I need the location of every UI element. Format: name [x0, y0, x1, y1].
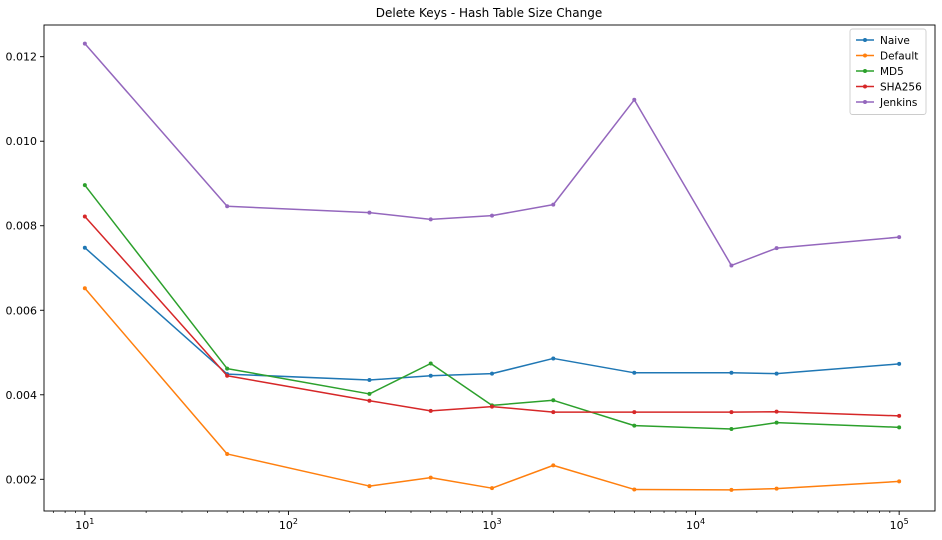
data-point: [367, 377, 372, 382]
data-point: [897, 235, 902, 240]
y-tick-label: 0.006: [6, 304, 38, 317]
data-point: [490, 371, 495, 376]
data-point: [428, 361, 433, 366]
data-point: [897, 413, 902, 418]
data-point: [428, 408, 433, 413]
plot-frame: [43, 24, 936, 512]
data-point: [729, 427, 734, 432]
x-tick-base: 10: [75, 519, 89, 532]
legend-entry: SHA256: [856, 81, 922, 93]
series-default: [82, 286, 902, 492]
data-point: [367, 210, 372, 215]
legend-entry: MD5: [856, 66, 904, 78]
data-point: [225, 373, 230, 378]
data-point: [551, 398, 556, 403]
legend-marker: [863, 84, 867, 89]
data-point: [729, 263, 734, 268]
series-line: [84, 184, 900, 430]
legend-marker: [863, 38, 867, 42]
series-md5: [82, 183, 902, 432]
data-point: [490, 404, 495, 409]
data-point: [551, 463, 556, 468]
data-point: [225, 366, 230, 371]
legend-label: Naive: [880, 35, 910, 47]
data-point: [897, 425, 902, 430]
data-point: [428, 475, 433, 480]
data-point: [774, 409, 779, 414]
data-point: [897, 361, 902, 366]
x-tick-label: 104: [686, 517, 705, 532]
series-line: [84, 43, 900, 267]
legend-label: SHA256: [880, 81, 922, 93]
chart-title: Delete Keys - Hash Table Size Change: [376, 6, 603, 20]
x-tick-exponent: 5: [904, 517, 909, 526]
data-point: [632, 423, 637, 428]
y-tick-label: 0.004: [6, 389, 38, 402]
x-tick-exponent: 1: [89, 517, 94, 526]
legend-label: Default: [880, 50, 918, 62]
data-point: [774, 371, 779, 376]
y-tick-label: 0.010: [6, 135, 38, 148]
y-tick-label: 0.012: [6, 51, 38, 64]
data-point: [632, 487, 637, 492]
data-point: [367, 391, 372, 396]
data-point: [632, 410, 637, 415]
legend-entry: Default: [856, 50, 918, 62]
data-point: [774, 486, 779, 491]
data-point: [490, 213, 495, 218]
data-point: [225, 451, 230, 456]
legend-marker: [863, 69, 867, 73]
legend-entry: Jenkins: [856, 97, 917, 109]
data-point: [428, 217, 433, 222]
x-tick-label: 101: [75, 517, 94, 532]
data-point: [490, 486, 495, 491]
x-tick-base: 10: [482, 519, 496, 532]
data-point: [82, 245, 87, 250]
data-point: [82, 214, 87, 219]
x-tick-base: 10: [686, 519, 700, 532]
legend-label: Jenkins: [879, 97, 917, 109]
series-line: [84, 247, 900, 381]
data-point: [729, 370, 734, 375]
series-sha256: [82, 214, 902, 418]
series-line: [84, 287, 900, 491]
data-point: [632, 370, 637, 375]
series-naive: [82, 245, 902, 382]
data-point: [428, 373, 433, 378]
x-tick-exponent: 3: [496, 517, 501, 526]
x-tick-exponent: 4: [700, 517, 705, 526]
legend-entry: Naive: [856, 35, 910, 47]
data-point: [551, 202, 556, 207]
data-point: [729, 487, 734, 492]
data-point: [774, 420, 779, 425]
x-tick-label: 103: [482, 517, 501, 532]
data-point: [632, 97, 637, 102]
data-point: [225, 204, 230, 209]
x-tick-label: 105: [890, 517, 909, 532]
y-tick-label: 0.008: [6, 220, 38, 233]
data-point: [367, 398, 372, 403]
data-point: [82, 286, 87, 291]
data-point: [774, 246, 779, 251]
legend-marker: [863, 100, 867, 104]
data-point: [551, 356, 556, 361]
x-tick-exponent: 2: [293, 517, 298, 526]
legend-label: MD5: [880, 66, 904, 78]
series-line: [84, 215, 900, 417]
data-point: [551, 410, 556, 415]
data-point: [367, 484, 372, 489]
x-tick-label: 102: [279, 517, 298, 532]
series-jenkins: [82, 41, 902, 268]
legend-box: [849, 28, 927, 115]
data-point: [897, 479, 902, 484]
x-tick-base: 10: [890, 519, 904, 532]
x-tick-base: 10: [279, 519, 293, 532]
legend-marker: [863, 53, 867, 58]
data-point: [82, 183, 87, 188]
data-point: [82, 41, 87, 46]
data-point: [729, 410, 734, 415]
y-tick-label: 0.002: [6, 473, 38, 486]
